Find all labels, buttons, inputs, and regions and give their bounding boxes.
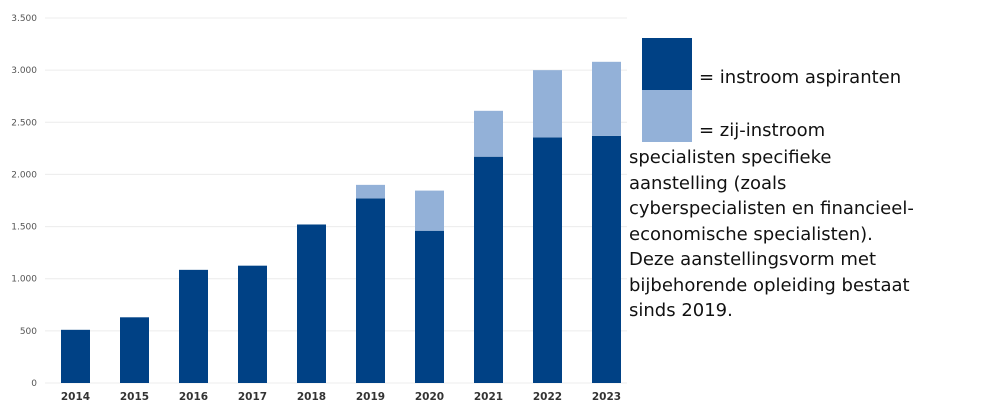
y-tick-label: 500	[20, 327, 37, 337]
bar-zij-instroom	[533, 70, 562, 138]
bar-aspiranten	[238, 265, 267, 383]
y-axis-ticks: 0 500 1.000 1.500 2.000 2.500 3.000 3.500	[11, 14, 37, 389]
x-tick-label: 2017	[238, 391, 267, 403]
bar-aspiranten	[120, 317, 149, 383]
bar-aspiranten	[533, 137, 562, 383]
legend: = instroom aspiranten = zij-instroom spe…	[629, 38, 979, 324]
bar-aspiranten	[592, 135, 621, 383]
x-tick-label: 2022	[533, 391, 562, 403]
x-axis-ticks: 2014 2015 2016 2017 2018 2019 2020 2021 2022 2023	[61, 391, 621, 403]
x-tick-label: 2016	[179, 391, 208, 403]
y-tick-label: 2.000	[11, 170, 37, 180]
y-tick-label: 1.000	[11, 275, 37, 285]
y-tick-label: 3.000	[11, 66, 37, 76]
y-tick-label: 2.500	[11, 118, 37, 128]
legend-item-aspiranten: = instroom aspiranten	[629, 38, 979, 90]
legend-label-zij-instroom: = zij-instroom	[699, 120, 826, 141]
x-tick-label: 2020	[415, 391, 444, 403]
y-tick-label: 0	[31, 379, 37, 389]
bar-zij-instroom	[356, 184, 385, 199]
legend-swatch-zij-instroom	[642, 90, 692, 142]
bar-aspiranten	[356, 198, 385, 383]
bar-aspiranten	[297, 224, 326, 383]
legend-description-line: Deze aanstellingsvorm met	[629, 249, 877, 270]
x-tick-label: 2014	[61, 391, 90, 403]
bar-aspiranten	[61, 329, 90, 383]
bar-aspiranten	[179, 269, 208, 383]
legend-description-line: sinds 2019.	[629, 300, 733, 321]
x-tick-label: 2015	[120, 391, 149, 403]
x-tick-label: 2018	[297, 391, 326, 403]
legend-description-line: bijbehorende opleiding bestaat	[629, 274, 910, 296]
x-tick-label: 2019	[356, 391, 385, 403]
x-tick-label: 2023	[592, 391, 621, 403]
legend-description-line: cyberspecialisten en financieel-	[629, 198, 914, 219]
bar-zij-instroom	[474, 110, 503, 157]
bar-zij-instroom	[592, 61, 621, 136]
x-tick-label: 2021	[474, 391, 503, 403]
legend-description-line: aanstelling (zoals	[629, 172, 787, 194]
y-tick-label: 1.500	[11, 223, 37, 233]
legend-item-zij-instroom: = zij-instroom	[629, 90, 979, 142]
bar-zij-instroom	[415, 190, 444, 231]
legend-swatch-aspiranten	[642, 38, 692, 90]
legend-label-aspiranten: = instroom aspiranten	[699, 67, 902, 88]
legend-description-line: economische specialisten).	[629, 223, 873, 245]
bar-aspiranten	[474, 156, 503, 383]
legend-description: specialisten specifieke aanstelling (zoa…	[629, 145, 979, 324]
bar-aspiranten	[415, 230, 444, 383]
y-tick-label: 3.500	[11, 14, 37, 24]
bars	[61, 61, 621, 383]
legend-description-line: specialisten specifieke	[629, 147, 832, 168]
